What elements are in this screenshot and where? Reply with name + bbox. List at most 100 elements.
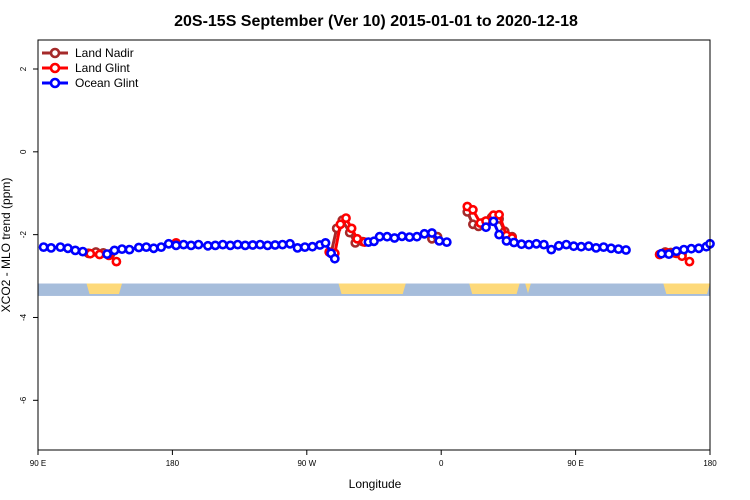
data-point	[225, 240, 236, 251]
data-point	[240, 240, 251, 251]
land-segment-4	[663, 283, 710, 294]
series-2	[38, 216, 715, 264]
data-point	[441, 237, 452, 247]
data-point	[684, 256, 695, 267]
data-point	[285, 238, 295, 249]
data-point	[389, 233, 400, 243]
y-axis: 2 0 -2 -4 -6	[19, 66, 38, 404]
x-tick-label: 180	[703, 459, 717, 468]
data-point	[382, 231, 392, 242]
legend-label: Land Glint	[75, 61, 130, 75]
data-point	[148, 243, 159, 254]
data-point	[583, 241, 594, 252]
legend-item-0: Land Nadir	[42, 46, 134, 60]
data-point	[210, 240, 221, 251]
data-point	[320, 237, 331, 248]
data-point	[664, 249, 674, 259]
legend-swatch-marker	[49, 62, 61, 74]
data-point	[488, 216, 499, 227]
data-point	[70, 245, 81, 256]
data-point	[679, 244, 689, 255]
y-tick-label: -2	[19, 231, 28, 239]
data-point	[307, 241, 318, 252]
data-point	[686, 243, 697, 254]
data-point	[133, 242, 144, 253]
y-tick-label: -4	[19, 313, 28, 321]
data-point	[38, 242, 49, 252]
data-point	[598, 242, 609, 252]
data-point	[111, 256, 122, 267]
data-point	[77, 246, 88, 257]
data-point	[117, 244, 127, 254]
data-point	[46, 242, 56, 253]
data-point	[292, 242, 303, 253]
series-layer	[38, 201, 715, 267]
data-point	[621, 245, 631, 255]
data-point	[397, 231, 407, 242]
data-point	[411, 231, 422, 242]
data-point	[481, 222, 491, 233]
data-point	[156, 242, 167, 252]
data-point	[341, 213, 351, 223]
x-tick-label: 180	[166, 459, 180, 468]
land-segment-0	[86, 283, 122, 294]
plot-frame	[37, 39, 711, 451]
data-point	[693, 243, 704, 254]
data-point	[467, 204, 478, 215]
data-point	[531, 238, 542, 249]
data-point	[171, 240, 181, 251]
data-point	[524, 239, 534, 250]
data-point	[186, 240, 196, 251]
data-point	[335, 219, 346, 230]
legend-label: Ocean Glint	[75, 76, 139, 90]
data-point	[217, 239, 228, 250]
legend-item-1: Land Glint	[42, 61, 130, 75]
x-tick-label: 90 E	[30, 459, 46, 468]
data-point	[671, 246, 682, 257]
data-point	[346, 223, 357, 234]
data-point	[55, 242, 66, 252]
data-point	[561, 239, 572, 250]
data-point	[501, 235, 512, 246]
data-point	[374, 231, 385, 242]
land-segment-2	[469, 283, 520, 294]
land-segment-3	[525, 283, 531, 294]
legend-item-2: Ocean Glint	[42, 76, 139, 90]
data-point	[576, 241, 587, 252]
data-point	[539, 239, 549, 250]
data-point	[277, 239, 288, 250]
data-point	[232, 239, 243, 250]
data-point	[352, 233, 363, 244]
data-point	[613, 244, 624, 254]
data-point	[494, 229, 504, 240]
data-point	[591, 242, 601, 253]
data-point	[426, 228, 437, 238]
data-point	[553, 240, 564, 251]
y-tick-label: -6	[19, 396, 28, 404]
data-point	[329, 253, 340, 264]
data-point	[419, 228, 430, 239]
x-tick-label: 90 E	[567, 459, 583, 468]
x-axis: 90 E 180 90 W 0 90 E 180	[30, 450, 717, 468]
data-point	[193, 239, 204, 250]
data-point	[141, 242, 152, 252]
y-axis-label: XCO2 - MLO trend (ppm)	[0, 178, 13, 313]
x-axis-label: Longitude	[349, 477, 402, 491]
data-point	[606, 243, 616, 254]
y-tick-label: 2	[19, 66, 28, 71]
data-point	[262, 240, 273, 251]
y-tick-label: 0	[19, 149, 28, 154]
chart-title: 20S-15S September (Ver 10) 2015-01-01 to…	[174, 13, 578, 30]
data-point	[124, 244, 135, 255]
data-point	[109, 245, 120, 256]
x-tick-label: 90 W	[297, 459, 316, 468]
data-point	[94, 249, 105, 260]
legend-swatch-marker	[49, 77, 61, 89]
data-point	[299, 242, 310, 252]
data-point	[568, 241, 579, 252]
data-point	[509, 237, 519, 248]
data-point	[178, 239, 189, 250]
land-segment-1	[338, 283, 406, 294]
